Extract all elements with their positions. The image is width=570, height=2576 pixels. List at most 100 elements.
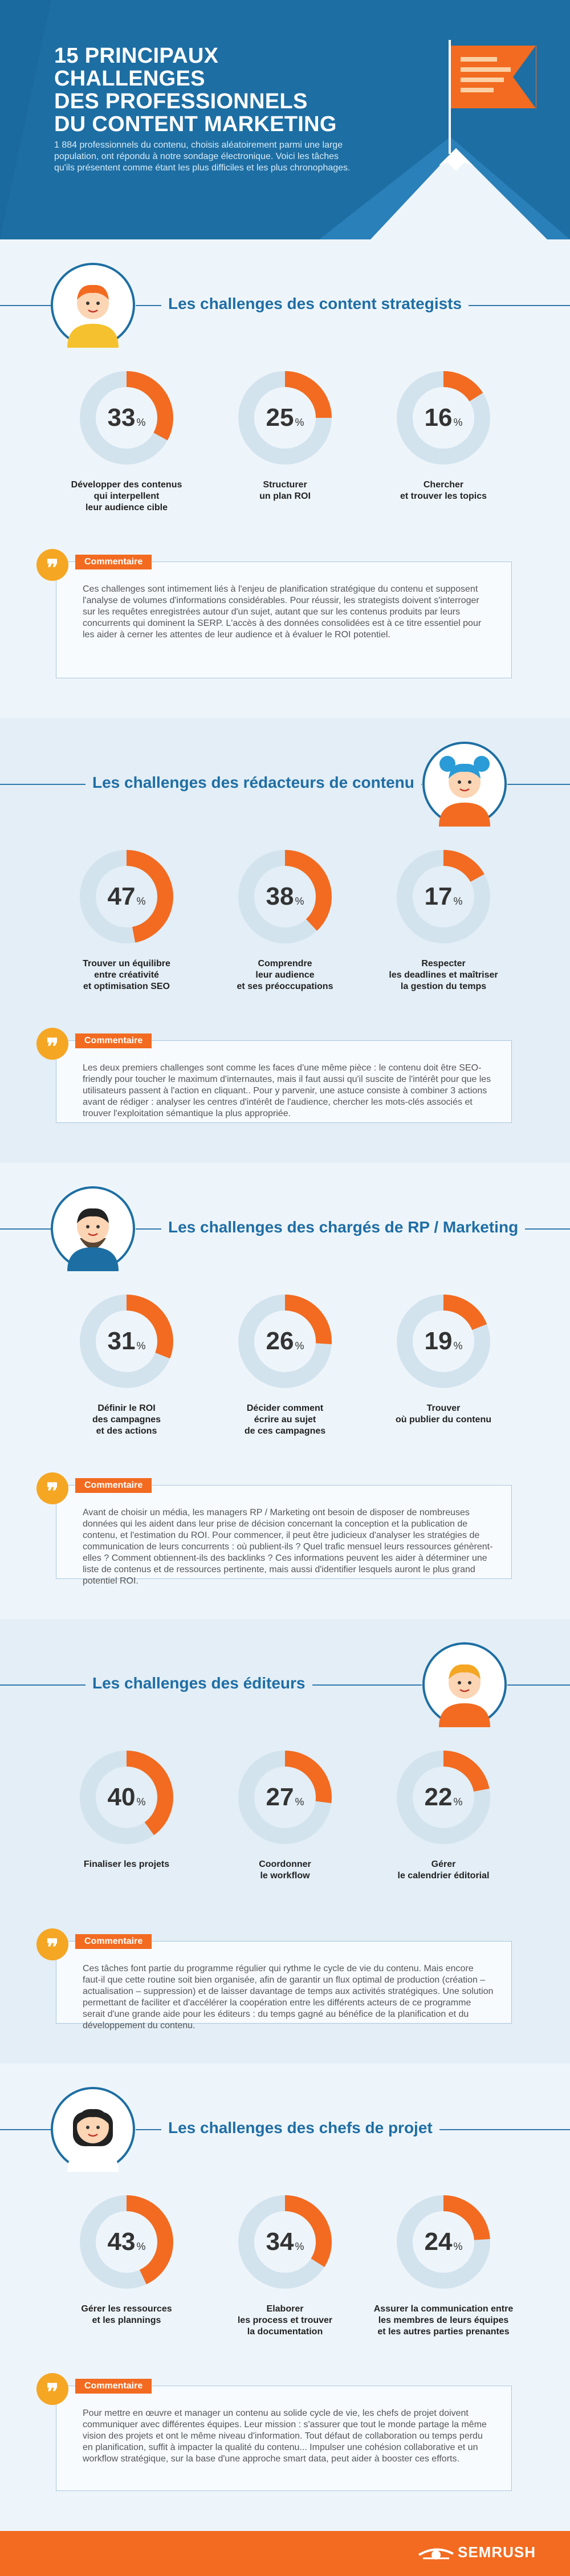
stat-1: 33% Développer des contenus qui interpell… bbox=[52, 368, 201, 514]
stat-percent: 38% bbox=[266, 882, 304, 910]
stat-2: 27% Coordonner le workflow bbox=[211, 1747, 359, 1882]
section-title: Les challenges des rédacteurs de contenu bbox=[85, 774, 421, 792]
stat-label: Définir le ROI des campagnes et des acti… bbox=[92, 1403, 161, 1436]
stat-percent: 16% bbox=[424, 404, 463, 432]
comment-text: Ces challenges sont intimement liés à l'… bbox=[83, 584, 482, 640]
donut-chart bbox=[397, 850, 490, 943]
comment-label: Commentaire bbox=[75, 2379, 152, 2394]
stat-2: 25% Structurer un plan ROI bbox=[211, 368, 359, 502]
donut-chart bbox=[238, 850, 332, 943]
stat-percent: 40% bbox=[107, 1783, 146, 1811]
quote-icon: ❞ bbox=[36, 1028, 68, 1060]
stat-percent: 34% bbox=[266, 2228, 304, 2256]
stat-2: 34% Elaborer les process et trouver la do… bbox=[211, 2192, 359, 2338]
page-title: 15 PRINCIPAUX CHALLENGES DES PROFESSIONN… bbox=[54, 44, 373, 136]
comment-box: Les deux premiers challenges sont comme … bbox=[56, 1040, 512, 1123]
stat-label: Elaborer les process et trouver la docum… bbox=[237, 2304, 333, 2337]
stat-2: 38% Comprendre leur audience et ses préoc… bbox=[211, 847, 359, 992]
stat-percent: 19% bbox=[424, 1327, 463, 1355]
donut-fill bbox=[397, 371, 490, 465]
title-line-1: 15 PRINCIPAUX CHALLENGES bbox=[54, 44, 219, 91]
stat-1: 43% Gérer les ressources et les plannings bbox=[52, 2192, 201, 2326]
comment-text: Ces tâches font partie du programme régu… bbox=[83, 1964, 494, 2030]
stat-3: 17% Respecter les deadlines et maîtriser … bbox=[369, 847, 518, 992]
comment-label: Commentaire bbox=[75, 1033, 152, 1048]
quote-icon: ❞ bbox=[36, 1928, 68, 1960]
section-5: Les challenges des chefs de projet 43% Gér… bbox=[0, 2064, 570, 2531]
section-3: Les challenges des chargés de RP / Marke… bbox=[0, 1163, 570, 1619]
stat-percent: 26% bbox=[266, 1327, 304, 1355]
stat-label: Finaliser les projets bbox=[83, 1859, 170, 1869]
donut-chart bbox=[397, 1295, 490, 1388]
stat-percent: 47% bbox=[107, 882, 146, 910]
donut-chart bbox=[80, 2195, 173, 2289]
comment-label: Commentaire bbox=[75, 1478, 152, 1493]
donut-chart bbox=[238, 371, 332, 465]
stat-percent: 17% bbox=[424, 882, 463, 910]
donut-fill bbox=[80, 2195, 173, 2289]
comment-label: Commentaire bbox=[75, 555, 152, 569]
intro-text: 1 884 professionnels du contenu, choisis… bbox=[54, 140, 351, 173]
stat-label: Comprendre leur audience et ses préoccup… bbox=[237, 959, 333, 991]
stat-1: 40% Finaliser les projets bbox=[52, 1747, 201, 1870]
donut-fill bbox=[238, 371, 332, 465]
donut-fill bbox=[397, 1751, 490, 1844]
stat-label: Développer des contenus qui interpellent… bbox=[71, 480, 182, 512]
donut-fill bbox=[80, 1295, 173, 1388]
comment-text: Les deux premiers challenges sont comme … bbox=[83, 1063, 491, 1118]
donut-fill bbox=[397, 850, 490, 943]
title-line-2: DES PROFESSIONNELS bbox=[54, 89, 308, 113]
stat-label: Chercher et trouver les topics bbox=[400, 480, 487, 501]
section-title: Les challenges des éditeurs bbox=[85, 1674, 312, 1692]
semrush-logo-icon bbox=[418, 2548, 454, 2559]
section-title: Les challenges des chefs de projet bbox=[161, 2119, 439, 2137]
comment-box: Ces challenges sont intimement liés à l'… bbox=[56, 561, 512, 678]
footer-brand: SEMRUSH bbox=[457, 2544, 536, 2561]
quote-icon: ❞ bbox=[36, 2373, 68, 2405]
donut-chart bbox=[397, 2195, 490, 2289]
stat-percent: 24% bbox=[424, 2228, 463, 2256]
donut-fill bbox=[80, 371, 173, 465]
comment-box: Ces tâches font partie du programme régu… bbox=[56, 1941, 512, 2030]
footer: SEMRUSH bbox=[0, 2531, 570, 2576]
comment-label: Commentaire bbox=[75, 1934, 152, 1949]
quote-icon: ❞ bbox=[36, 1472, 68, 1504]
donut-chart bbox=[80, 1751, 173, 1844]
avatar-strategist bbox=[50, 262, 136, 348]
title-line-3: DU CONTENT MARKETING bbox=[54, 112, 337, 136]
comment-text: Avant de choisir un média, les managers … bbox=[83, 1508, 493, 1586]
comment-box: Avant de choisir un média, les managers … bbox=[56, 1485, 512, 1586]
stat-percent: 27% bbox=[266, 1783, 304, 1811]
stat-3: 16% Chercher et trouver les topics bbox=[369, 368, 518, 502]
donut-chart bbox=[80, 1295, 173, 1388]
donut-fill bbox=[397, 1295, 490, 1388]
stat-label: Trouver où publier du contenu bbox=[396, 1403, 491, 1425]
avatar-pr bbox=[50, 1186, 136, 1271]
donut-fill bbox=[238, 1751, 332, 1844]
section-2: Les challenges des rédacteurs de contenu… bbox=[0, 718, 570, 1163]
stat-percent: 43% bbox=[107, 2228, 146, 2256]
stat-1: 47% Trouver un équilibre entre créativité… bbox=[52, 847, 201, 992]
donut-chart bbox=[238, 2195, 332, 2289]
quote-icon: ❞ bbox=[36, 549, 68, 581]
stat-label: Gérer les ressources et les plannings bbox=[81, 2304, 172, 2325]
stat-label: Respecter les deadlines et maîtriser la … bbox=[389, 959, 498, 991]
donut-fill bbox=[80, 850, 173, 943]
stat-percent: 33% bbox=[107, 404, 146, 432]
section-title: Les challenges des chargés de RP / Marke… bbox=[161, 1218, 526, 1236]
header-banner: 15 PRINCIPAUX CHALLENGES DES PROFESSIONN… bbox=[0, 0, 570, 239]
donut-fill bbox=[80, 1751, 173, 1844]
donut-fill bbox=[238, 850, 332, 943]
donut-chart bbox=[80, 850, 173, 943]
stat-label: Trouver un équilibre entre créativité et… bbox=[83, 959, 170, 991]
section-4: Les challenges des éditeurs 40% Finaliser … bbox=[0, 1619, 570, 2064]
comment-box: Pour mettre en œuvre et manager un conte… bbox=[56, 2386, 512, 2491]
section-1: Les challenges des content strategists 33… bbox=[0, 239, 570, 718]
stat-label: Assurer la communication entre les membr… bbox=[373, 2304, 514, 2337]
avatar-editor bbox=[422, 1642, 507, 1727]
avatar-writer bbox=[422, 741, 507, 827]
donut-fill bbox=[397, 2195, 490, 2289]
donut-fill bbox=[238, 1295, 332, 1388]
stat-3: 22% Gérer le calendrier éditorial bbox=[369, 1747, 518, 1882]
